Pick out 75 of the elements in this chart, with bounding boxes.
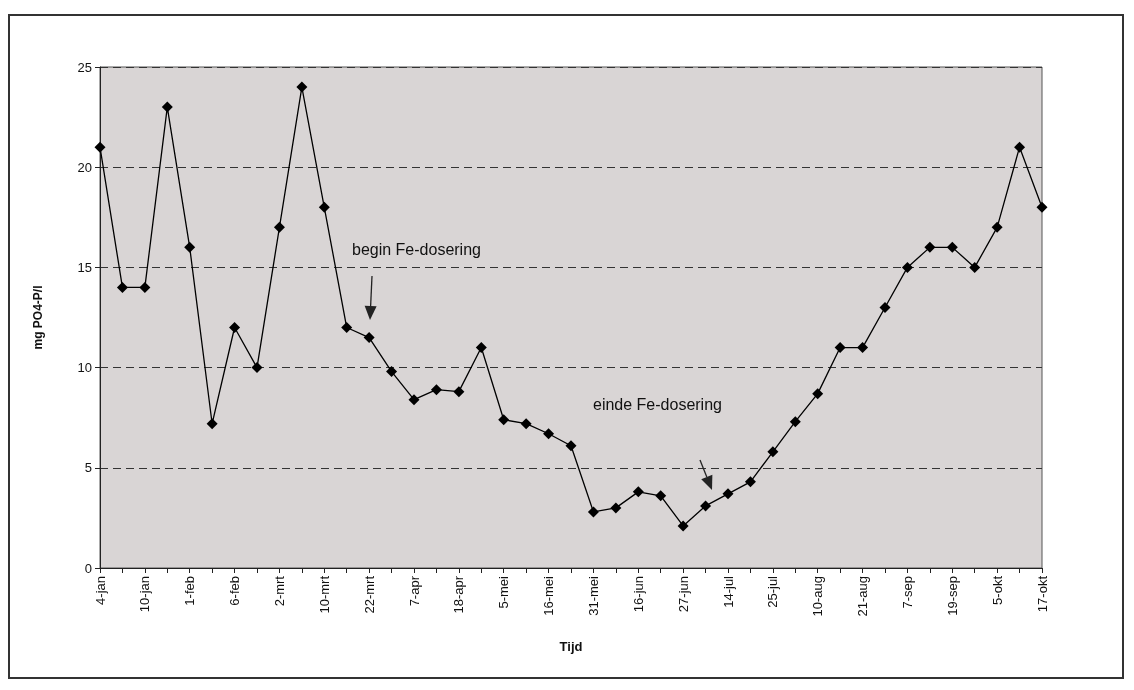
y-tick-label: 10 [77,360,92,376]
point [341,322,353,334]
point [184,241,196,253]
x-tick-label: 16-jun [630,576,646,613]
point [430,384,442,396]
x-tick-label: 25-jul [765,575,781,608]
x-tick-label: 1-feb [182,576,198,606]
point [969,261,981,273]
point [789,416,801,428]
x-tick-label: 7-apr [406,575,422,607]
point [632,486,644,498]
point [296,81,308,93]
x-tick-label: 5-okt [989,575,1005,605]
x-tick-label: 21-aug [855,576,871,617]
point [453,386,465,398]
point [1036,201,1048,213]
point [206,418,218,430]
point [1014,141,1026,153]
point [901,261,913,273]
x-tick-label: 27-jun [675,576,691,613]
x-axis-title: Tijd [559,639,583,654]
point [318,201,330,213]
y-tick-label: 25 [77,59,92,75]
point [722,488,734,500]
x-tick-label: 10-aug [810,576,826,617]
x-tick-label: 7-sep [899,576,915,609]
point [273,221,285,233]
annotation: begin Fe-dosering [352,240,481,258]
point [677,520,689,532]
point [229,322,241,334]
x-tick-label: 16-mei [541,575,557,616]
point [161,101,173,113]
point [565,440,577,452]
point [408,394,420,406]
point [543,428,555,440]
x-tick-label: 18-apr [451,575,467,614]
point [498,414,510,426]
point [767,446,779,458]
point [857,342,869,354]
point [655,490,667,502]
y-axis-title: mg PO4-P/l [31,285,45,350]
y-tick-label: 5 [84,460,92,476]
x-tick-label: 10-mrt [316,575,332,614]
point [879,301,891,313]
point [610,502,622,514]
x-tick-label: 10-jan [137,576,153,613]
x-tick-label: 17-okt [1034,575,1050,613]
point [251,362,263,374]
x-tick-label: 19-sep [944,576,960,616]
point [991,221,1003,233]
x-tick-label: 6-feb [227,576,243,606]
y-tick-label: 15 [77,259,92,275]
point [139,281,151,293]
x-tick-label: 5-mei [496,575,512,609]
point [520,418,532,430]
point [946,241,958,253]
point [812,388,824,400]
annotation: einde Fe-dosering [593,395,722,413]
point [475,342,487,354]
point [363,332,375,344]
point [116,281,128,293]
point [744,476,756,488]
x-tick-label: 31-mei [585,575,601,616]
x-tick-label: 14-jul [720,575,736,608]
point [834,342,846,354]
point [700,500,712,512]
x-tick-label: 2-mrt [271,575,287,607]
point [924,241,936,253]
x-tick-label: 22-mrt [361,575,377,614]
point [587,506,599,518]
y-tick-label: 20 [77,159,92,175]
point [94,141,106,153]
y-tick-label: 0 [84,560,92,576]
x-tick-label: 4-jan [92,576,108,605]
point [386,366,398,378]
